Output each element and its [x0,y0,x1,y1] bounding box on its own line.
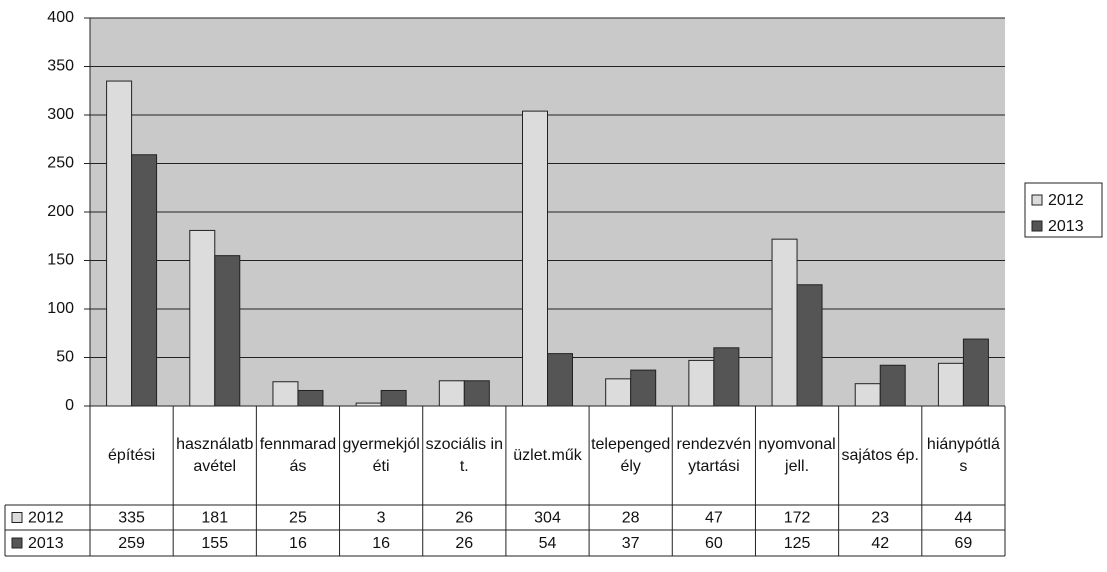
table-value: 304 [534,510,561,527]
table-value: 16 [289,535,307,552]
table-value: 28 [622,510,640,527]
x-tick-label: rendezvénytartási [676,435,752,475]
table-value: 181 [201,510,228,527]
table-value: 69 [955,535,973,552]
bar [131,154,158,407]
table-value: 47 [705,510,723,527]
bar [605,378,632,407]
bar [796,284,823,407]
y-tick-label: 50 [56,349,74,366]
x-tick-label: sajátos ép. [841,446,919,464]
bar [713,347,740,407]
y-tick-label: 400 [47,9,74,26]
table-value: 16 [372,535,390,552]
bar [214,255,241,407]
legend-key [1031,194,1043,206]
table-value: 26 [455,510,473,527]
bar [962,338,989,407]
y-tick-label: 150 [47,252,74,269]
x-tick-label: hiánypótlás [926,435,1000,475]
bar [463,380,490,407]
table-value: 26 [455,535,473,552]
table-value: 44 [955,510,973,527]
x-tick-label: építési [108,446,156,464]
bar [879,364,906,407]
bar [547,353,573,407]
legend-key [1031,220,1043,232]
table-value: 259 [118,535,145,552]
table-value: 23 [871,510,889,527]
table-value: 54 [539,535,557,552]
y-tick-label: 300 [47,106,74,123]
table-value: 60 [705,535,723,552]
bar [272,381,299,407]
bar [630,369,657,407]
y-tick-label: 250 [47,155,74,172]
legend-box [1024,182,1103,238]
x-tick-label: szociális int. [425,435,503,475]
x-tick-label: nyomvonal jell. [758,435,836,475]
x-tick-label: fennmaradás [259,435,337,475]
table-legend-key [11,512,23,523]
bar [438,380,465,407]
y-tick-label: 100 [47,300,74,317]
table-legend-key [11,537,23,549]
table-value: 25 [289,510,307,527]
table-value: 335 [118,510,145,527]
table-series-label: 2012 [28,510,64,527]
y-tick-label: 350 [47,58,74,75]
legend-label: 2013 [1048,218,1084,235]
table-value: 155 [201,535,228,552]
bar [771,238,798,407]
y-tick-label: 0 [65,397,74,414]
table-value: 172 [784,510,811,527]
legend-label: 2012 [1048,192,1084,209]
x-tick-label: üzlet.műk [513,446,582,464]
bar [854,383,881,407]
bar [380,389,407,407]
table-value: 37 [622,535,640,552]
x-tick-label: használatbavétel [176,435,254,475]
y-tick-label: 200 [47,203,74,220]
table-value: 125 [784,535,811,552]
x-tick-label: telepengedély [591,435,671,475]
table-series-label: 2013 [28,535,64,552]
bar [106,80,133,407]
bar [297,389,324,407]
table-value: 42 [871,535,889,552]
bar [522,110,548,407]
bar [189,229,216,407]
x-tick-label: gyermekjóléti [342,435,420,475]
bar [688,359,715,407]
bar [937,362,964,407]
table-value: 3 [377,510,386,527]
